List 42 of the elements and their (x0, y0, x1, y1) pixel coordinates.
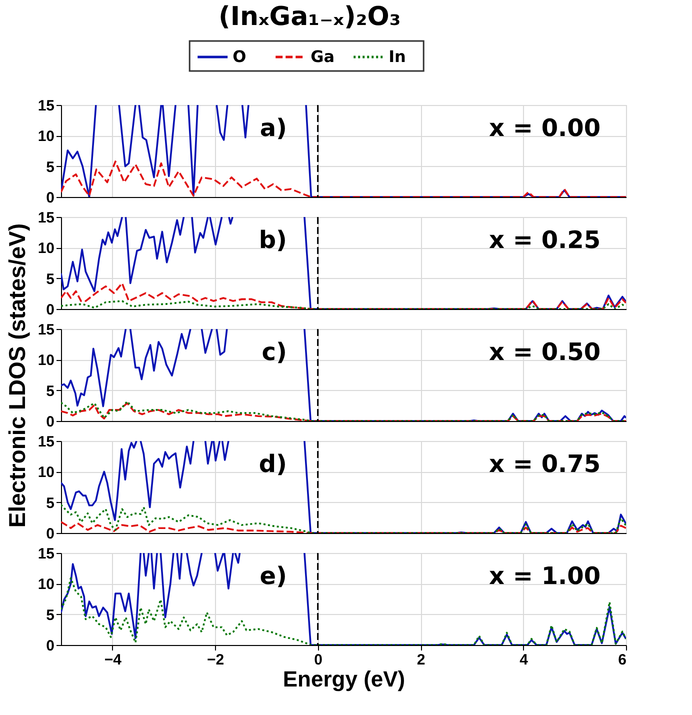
y-tick-label: 0 (46, 190, 54, 206)
y-tick-label: 10 (38, 352, 54, 370)
annotation: x = 0.75 (489, 450, 601, 478)
annotation: x = 0.50 (489, 338, 601, 366)
annotation: a) (260, 114, 287, 142)
legend-label: O (232, 47, 246, 66)
y-tick-label: 0 (46, 414, 54, 430)
y-tick-label: 5 (46, 606, 54, 624)
y-tick-label: 10 (38, 128, 54, 146)
y-tick-label: 5 (46, 494, 54, 512)
annotation: x = 0.00 (489, 114, 601, 142)
x-tick-label: −2 (207, 652, 224, 668)
x-tick-label: 0 (314, 652, 322, 668)
y-tick-label: 15 (38, 210, 54, 226)
y-tick-label: 5 (46, 270, 54, 288)
x-axis-title: Energy (eV) (282, 666, 406, 692)
legend-label: In (388, 47, 406, 66)
annotation: c) (262, 338, 287, 366)
x-tick-label: −4 (104, 652, 122, 668)
chart-title: (InₓGa₁₋ₓ)₂O₃ (218, 2, 401, 32)
y-axis-title: Electronic LDOS (states/eV) (4, 223, 30, 528)
y-tick-label: 15 (38, 98, 54, 114)
x-tick-label: 6 (618, 652, 626, 668)
y-tick-label: 5 (46, 158, 54, 176)
y-tick-label: 15 (38, 546, 54, 562)
annotation: b) (258, 226, 287, 254)
y-tick-label: 0 (46, 526, 54, 542)
y-tick-label: 10 (38, 240, 54, 258)
annotation: e) (260, 562, 287, 590)
y-tick-label: 5 (46, 382, 54, 400)
annotation: d) (258, 450, 287, 478)
legend-label: Ga (310, 47, 335, 66)
y-tick-label: 0 (46, 302, 54, 318)
y-tick-label: 10 (38, 576, 54, 594)
y-tick-label: 10 (38, 464, 54, 482)
y-tick-label: 15 (38, 434, 54, 450)
x-tick-label: 4 (520, 652, 529, 668)
annotation: x = 1.00 (489, 562, 601, 590)
x-tick-label: 2 (416, 652, 426, 668)
y-tick-label: 0 (46, 638, 54, 654)
annotation: x = 0.25 (489, 226, 601, 254)
y-tick-label: 15 (38, 322, 54, 338)
